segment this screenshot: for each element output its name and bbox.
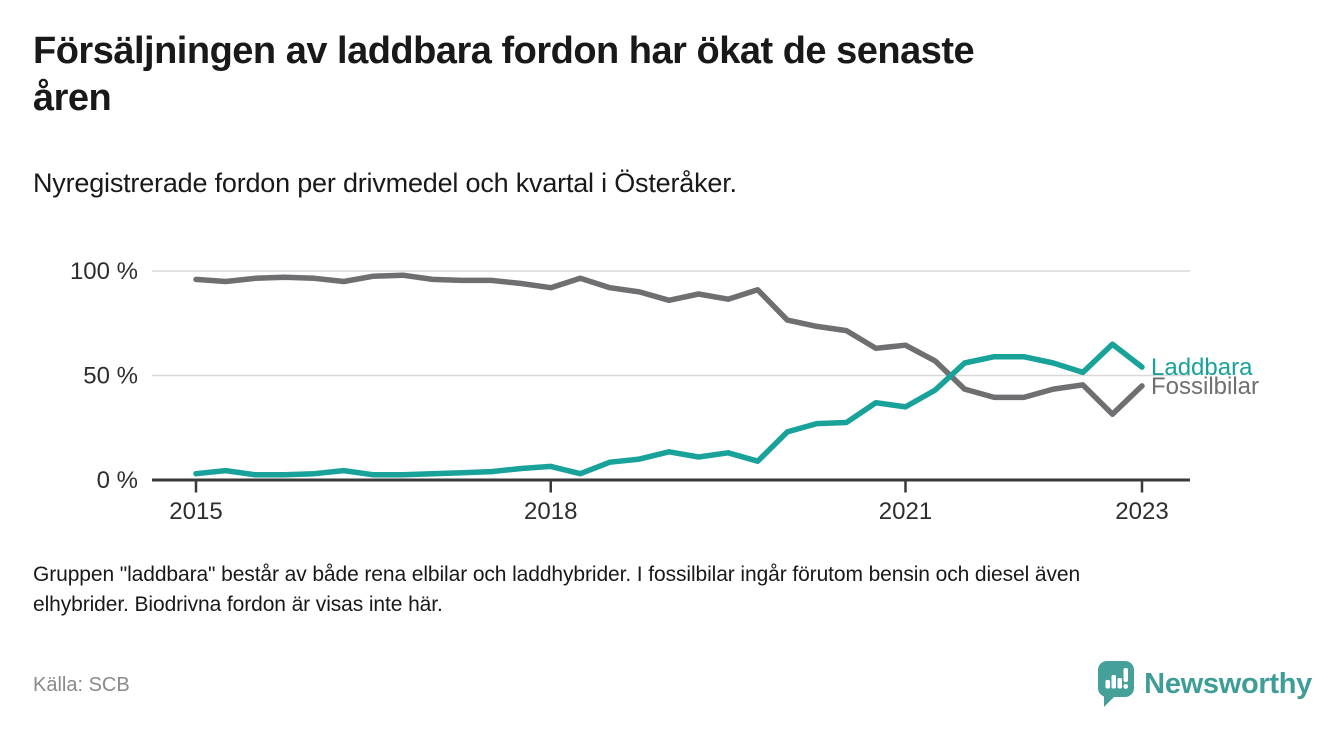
brand-name: Newsworthy: [1144, 667, 1312, 700]
page-title: Försäljningen av laddbara fordon har öka…: [33, 28, 975, 122]
y-axis-label-100: 100 %: [70, 258, 138, 285]
footnote-line-1: Gruppen "laddbara" består av både rena e…: [33, 563, 1081, 586]
chart-subtitle: Nyregistrerade fordon per drivmedel och …: [33, 168, 737, 198]
y-axis-label-50: 50 %: [83, 363, 138, 390]
footnote-line-2: elhybrider. Biodrivna fordon är visas in…: [33, 592, 443, 616]
x-axis-label-2021: 2021: [879, 498, 932, 525]
y-axis-label-0: 0 %: [97, 467, 138, 494]
x-axis-label-2015: 2015: [169, 498, 222, 525]
chart-footnote: Gruppen "laddbara" består av både rena e…: [33, 560, 1300, 620]
x-axis-label-2018: 2018: [524, 498, 577, 525]
title-line-1: Försäljningen av laddbara fordon har öka…: [33, 30, 975, 72]
source-label: Källa: SCB: [33, 674, 130, 696]
series-line-fossilbilar: [193, 272, 1145, 417]
newsworthy-logo: Newsworthy: [1097, 658, 1312, 710]
title-line-2: åren: [33, 77, 112, 120]
x-axis-label-2023: 2023: [1115, 498, 1168, 525]
series-line-laddbara: [193, 341, 1145, 478]
line-chart: 100 % 50 % 0 % 2015 2018 2021 2023 LaddbaraFoss…: [70, 258, 1259, 525]
series-label-laddbara: Laddbara: [1151, 354, 1253, 381]
series-label-fossilbilar: Fossilbilar: [1151, 373, 1259, 400]
bar-chart-speech-bubble-icon: [1098, 661, 1135, 707]
